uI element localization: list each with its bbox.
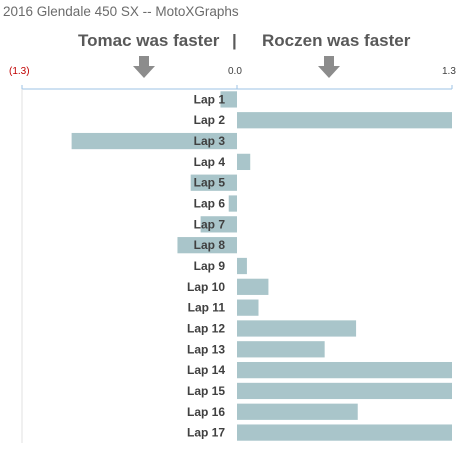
bar xyxy=(228,195,237,212)
bar xyxy=(237,299,259,316)
category-label: Lap 2 xyxy=(194,113,226,127)
category-label: Lap 1 xyxy=(194,92,226,106)
category-label: Lap 4 xyxy=(194,155,226,169)
bar xyxy=(71,132,237,150)
bar xyxy=(237,153,251,171)
chart-title: 2016 Glendale 450 SX -- MotoXGraphs xyxy=(3,4,239,19)
down-arrow-icon xyxy=(133,56,155,78)
down-arrow-icon xyxy=(318,56,340,78)
bar xyxy=(190,174,237,191)
x-tick-label-min: (1.3) xyxy=(9,66,30,77)
category-label: Lap 5 xyxy=(194,176,226,190)
category-label: Lap 8 xyxy=(194,238,226,252)
category-label: Lap 13 xyxy=(187,342,225,356)
category-label: Lap 15 xyxy=(187,384,225,398)
category-label: Lap 16 xyxy=(187,405,225,419)
category-label: Lap 10 xyxy=(187,280,225,294)
bar xyxy=(237,403,358,420)
category-label: Lap 11 xyxy=(188,301,226,315)
bar xyxy=(237,424,452,441)
category-label: Lap 14 xyxy=(187,363,225,377)
annotation-separator: | xyxy=(232,31,237,50)
bar xyxy=(237,341,325,358)
tomac-faster-annotation: Tomac was faster xyxy=(78,31,220,50)
bar xyxy=(220,91,237,108)
category-label: Lap 7 xyxy=(194,217,226,231)
category-label: Lap 9 xyxy=(194,259,226,273)
bar xyxy=(237,361,452,379)
bar xyxy=(237,382,452,400)
roczen-faster-annotation: Roczen was faster xyxy=(262,31,411,50)
bar xyxy=(237,112,452,129)
bar xyxy=(177,237,237,254)
category-label: Lap 12 xyxy=(187,321,225,335)
bar xyxy=(237,278,269,295)
category-label: Lap 3 xyxy=(194,134,226,148)
category-label: Lap 17 xyxy=(187,426,225,440)
x-tick-label-max: 1.3 xyxy=(442,66,456,77)
bar xyxy=(200,216,237,233)
x-tick-label-zero: 0.0 xyxy=(228,66,242,77)
category-label: Lap 6 xyxy=(194,197,226,211)
bar xyxy=(237,257,247,275)
bar xyxy=(237,320,357,337)
